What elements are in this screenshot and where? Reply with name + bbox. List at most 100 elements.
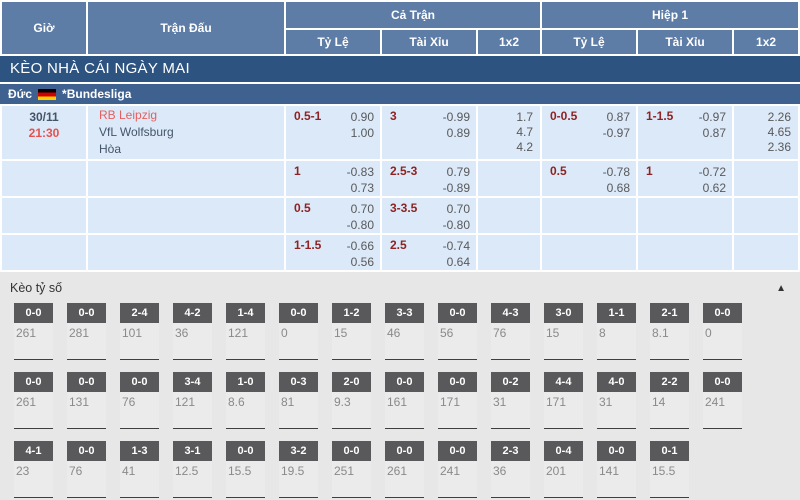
odds-value[interactable]: 0.79 bbox=[446, 165, 470, 179]
score-cell[interactable]: 0-0 76 bbox=[67, 441, 106, 498]
col-header-first-half: Hiệp 1 bbox=[542, 2, 799, 28]
odds-row: 0.5 0.70 -0.80 3-3.5 0.70 -0.80 bbox=[2, 198, 798, 233]
score-cell[interactable]: 0-2 31 bbox=[491, 372, 530, 429]
score-cell[interactable]: 1-3 41 bbox=[120, 441, 159, 498]
1x2-odds-value[interactable]: 2.26 bbox=[767, 110, 791, 124]
score-cell[interactable]: 0-0 76 bbox=[120, 372, 159, 429]
score-odds-value: 31 bbox=[491, 392, 530, 429]
ft-handicap-cell[interactable]: 0.5-1 0.90 1.00 bbox=[286, 106, 380, 159]
score-cell[interactable]: 0-0 241 bbox=[703, 372, 742, 429]
score-cell[interactable]: 4-3 76 bbox=[491, 303, 530, 360]
h1-1x2-cell[interactable]: 2.26 4.65 2.36 bbox=[734, 106, 798, 159]
score-cell[interactable]: 0-0 281 bbox=[67, 303, 106, 360]
score-cell[interactable]: 2-2 14 bbox=[650, 372, 689, 429]
odds-value[interactable]: -0.89 bbox=[442, 181, 470, 195]
score-cell[interactable]: 1-4 121 bbox=[226, 303, 265, 360]
odds-value[interactable]: -0.80 bbox=[346, 218, 374, 232]
score-odds-value: 281 bbox=[67, 323, 106, 360]
odds-value[interactable]: 0.89 bbox=[446, 126, 470, 140]
ft-overunder-cell[interactable]: 3 -0.99 0.89 bbox=[382, 106, 476, 159]
score-cell[interactable]: 0-0 171 bbox=[438, 372, 477, 429]
odds-value[interactable]: 0.68 bbox=[606, 181, 630, 195]
score-cell[interactable]: 4-1 23 bbox=[14, 441, 53, 498]
score-cell[interactable]: 0-0 251 bbox=[332, 441, 371, 498]
h1-handicap-cell[interactable]: 0.5 -0.78 0.68 bbox=[542, 161, 636, 196]
odds-value[interactable]: -0.66 bbox=[346, 239, 374, 253]
score-cell[interactable]: 2-4 101 bbox=[120, 303, 159, 360]
odds-value[interactable]: 0.70 bbox=[446, 202, 470, 216]
score-label: 1-4 bbox=[226, 303, 265, 323]
score-cell[interactable]: 1-1 8 bbox=[597, 303, 636, 360]
handicap-line: 3 bbox=[390, 109, 397, 123]
h1-overunder-cell[interactable]: 1 -0.72 0.62 bbox=[638, 161, 732, 196]
section-banner-title: KÈO NHÀ CÁI NGÀY MAI bbox=[0, 56, 800, 82]
ft-handicap-cell[interactable]: 1-1.5 -0.66 0.56 bbox=[286, 235, 380, 270]
score-odds-value: 8.1 bbox=[650, 323, 689, 360]
odds-value[interactable]: 0.64 bbox=[446, 255, 470, 269]
ft-overunder-cell[interactable]: 2.5-3 0.79 -0.89 bbox=[382, 161, 476, 196]
odds-value[interactable]: -0.99 bbox=[442, 110, 470, 124]
correct-score-header[interactable]: Kèo tỷ số ▲ bbox=[0, 273, 800, 303]
h1-handicap-cell[interactable]: 0-0.5 0.87 -0.97 bbox=[542, 106, 636, 159]
score-cell[interactable]: 4-4 171 bbox=[544, 372, 583, 429]
1x2-odds-value[interactable]: 4.65 bbox=[767, 125, 791, 139]
1x2-odds-value[interactable]: 1.7 bbox=[516, 110, 533, 124]
1x2-odds-value[interactable]: 2.36 bbox=[767, 140, 791, 154]
ft-overunder-cell[interactable]: 3-3.5 0.70 -0.80 bbox=[382, 198, 476, 233]
ft-handicap-cell-content: 0.5 0.70 -0.80 bbox=[294, 201, 374, 233]
collapse-arrow-icon[interactable]: ▲ bbox=[776, 282, 786, 294]
odds-value[interactable]: 0.87 bbox=[702, 126, 726, 140]
score-cell[interactable]: 0-0 56 bbox=[438, 303, 477, 360]
ft-handicap-cell[interactable]: 1 -0.83 0.73 bbox=[286, 161, 380, 196]
h1-overunder-cell[interactable]: 1-1.5 -0.97 0.87 bbox=[638, 106, 732, 159]
score-cell[interactable]: 3-3 46 bbox=[385, 303, 424, 360]
odds-value[interactable]: 0.56 bbox=[350, 255, 374, 269]
odds-value[interactable]: 0.90 bbox=[350, 110, 374, 124]
odds-value[interactable]: 0.73 bbox=[350, 181, 374, 195]
odds-value[interactable]: -0.97 bbox=[698, 110, 726, 124]
odds-value[interactable]: 0.62 bbox=[702, 181, 726, 195]
score-cell[interactable]: 0-0 261 bbox=[14, 372, 53, 429]
odds-value[interactable]: 0.87 bbox=[606, 110, 630, 124]
odds-value[interactable]: 0.70 bbox=[350, 202, 374, 216]
odds-value[interactable]: -0.80 bbox=[442, 218, 470, 232]
odds-value[interactable]: 1.00 bbox=[350, 126, 374, 140]
score-cell[interactable]: 1-0 8.6 bbox=[226, 372, 265, 429]
score-cell[interactable]: 4-0 31 bbox=[597, 372, 636, 429]
score-cell[interactable]: 0-0 0 bbox=[703, 303, 742, 360]
score-cell[interactable]: 0-3 81 bbox=[279, 372, 318, 429]
score-cell[interactable]: 0-0 261 bbox=[385, 441, 424, 498]
score-cell[interactable]: 0-0 261 bbox=[14, 303, 53, 360]
odds-value[interactable]: -0.83 bbox=[346, 165, 374, 179]
league-row[interactable]: Đức *Bundesliga bbox=[0, 84, 800, 104]
score-cell[interactable]: 2-1 8.1 bbox=[650, 303, 689, 360]
score-cell[interactable]: 0-0 15.5 bbox=[226, 441, 265, 498]
score-cell[interactable]: 0-0 241 bbox=[438, 441, 477, 498]
score-cell[interactable]: 0-0 131 bbox=[67, 372, 106, 429]
score-cell[interactable]: 2-0 9.3 bbox=[332, 372, 371, 429]
odds-value[interactable]: -0.97 bbox=[602, 126, 630, 140]
home-team-link[interactable]: RB Leipzig bbox=[99, 108, 158, 122]
score-cell[interactable]: 0-0 161 bbox=[385, 372, 424, 429]
odds-value[interactable]: -0.78 bbox=[602, 165, 630, 179]
score-label: 2-1 bbox=[650, 303, 689, 323]
away-team-link[interactable]: VfL Wolfsburg bbox=[99, 125, 174, 139]
odds-value[interactable]: -0.72 bbox=[698, 165, 726, 179]
score-cell[interactable]: 2-3 36 bbox=[491, 441, 530, 498]
ft-overunder-cell[interactable]: 2.5 -0.74 0.64 bbox=[382, 235, 476, 270]
score-cell[interactable]: 3-2 19.5 bbox=[279, 441, 318, 498]
score-cell[interactable]: 4-2 36 bbox=[173, 303, 212, 360]
score-cell[interactable]: 0-0 141 bbox=[597, 441, 636, 498]
ft-1x2-cell[interactable]: 1.7 4.7 4.2 bbox=[478, 106, 540, 159]
1x2-odds-value[interactable]: 4.7 bbox=[516, 125, 533, 139]
score-cell[interactable]: 3-0 15 bbox=[544, 303, 583, 360]
score-cell[interactable]: 3-1 12.5 bbox=[173, 441, 212, 498]
score-cell[interactable]: 1-2 15 bbox=[332, 303, 371, 360]
1x2-odds-value[interactable]: 4.2 bbox=[516, 140, 533, 154]
ft-handicap-cell[interactable]: 0.5 0.70 -0.80 bbox=[286, 198, 380, 233]
odds-value[interactable]: -0.74 bbox=[442, 239, 470, 253]
score-cell[interactable]: 0-1 15.5 bbox=[650, 441, 689, 498]
score-cell[interactable]: 3-4 121 bbox=[173, 372, 212, 429]
score-cell[interactable]: 0-4 201 bbox=[544, 441, 583, 498]
score-cell[interactable]: 0-0 0 bbox=[279, 303, 318, 360]
